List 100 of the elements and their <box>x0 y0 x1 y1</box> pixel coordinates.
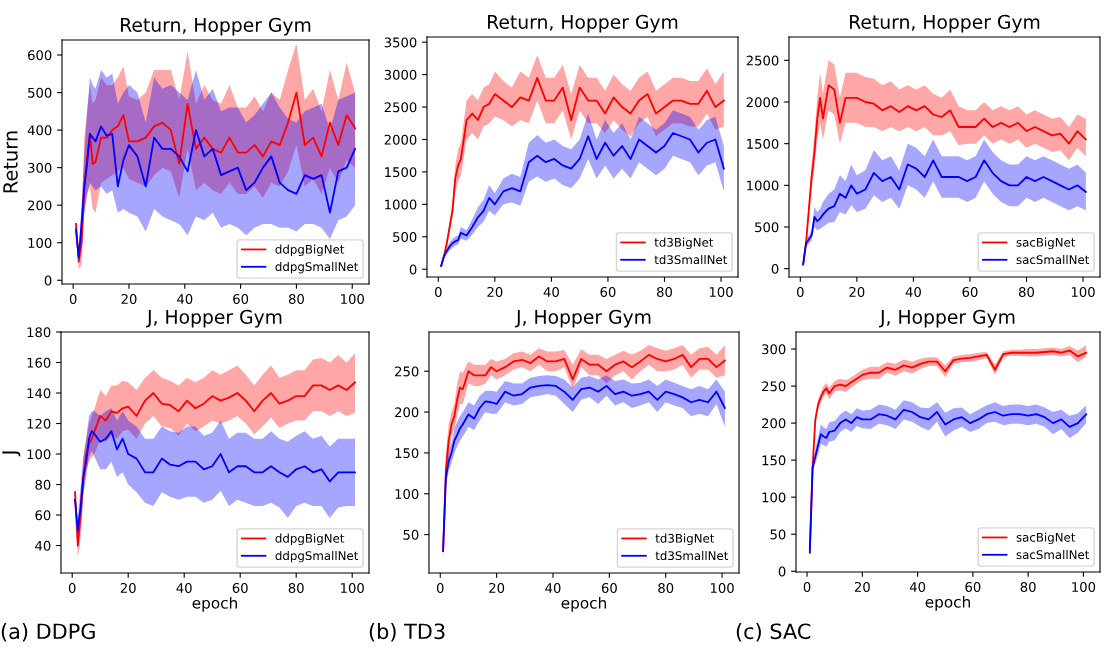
legend-label: td3SmallNet <box>654 254 728 265</box>
x-tick-label: 100 <box>341 293 364 304</box>
x-tick-label: 0 <box>436 582 444 593</box>
y-tick-label: 40 <box>35 540 51 551</box>
legend-label: ddpgBigNet <box>275 244 345 257</box>
legend-label: ddpgSmallNet <box>275 261 359 274</box>
x-tick-label: 100 <box>710 582 734 593</box>
chart-title: Return, Hopper Gym <box>121 17 311 36</box>
line-series <box>75 125 356 259</box>
x-tick-label: 80 <box>1020 581 1036 592</box>
x-tick-label: 60 <box>233 293 249 304</box>
y-tick-label: 2500 <box>746 55 779 66</box>
legend-label: ddpgBigNet <box>275 533 345 546</box>
x-tick-label: 20 <box>121 293 137 304</box>
y-tick-label: 300 <box>28 162 52 173</box>
y-axis-title: J <box>2 451 21 457</box>
x-tick-label: 80 <box>658 582 674 593</box>
y-axis-title: Return <box>3 131 18 193</box>
y-tick-label: 120 <box>27 418 51 429</box>
y-tick-label: 100 <box>27 449 51 460</box>
y-tick-label: 180 <box>27 327 51 338</box>
legend-label: sacSmallNet <box>1016 254 1090 265</box>
y-tick-label: 0 <box>44 275 52 286</box>
chart-title: Return, Hopper Gym <box>850 14 1040 33</box>
y-tick-label: 2500 <box>384 102 417 113</box>
x-tick-label: 20 <box>489 582 505 593</box>
y-tick-label: 1000 <box>385 199 417 210</box>
text: (c) SAC <box>736 623 811 642</box>
y-tick-label: 100 <box>762 492 786 503</box>
x-tick-label: 100 <box>1072 581 1096 592</box>
x-tick-label: 80 <box>1018 286 1035 297</box>
x-tick-label: 60 <box>601 582 617 593</box>
x-tick-label: 40 <box>543 286 559 297</box>
y-tick-label: 1500 <box>747 138 779 149</box>
x-tick-label: 80 <box>288 582 304 593</box>
x-tick-label: 60 <box>600 286 616 297</box>
y-tick-label: 80 <box>35 479 51 490</box>
y-tick-label: 160 <box>27 357 51 368</box>
x-tick-label: 20 <box>487 286 503 297</box>
chart-title: Return, Hopper Gym <box>488 14 678 33</box>
x-axis-title: epoch <box>561 596 606 612</box>
line-series <box>74 430 356 532</box>
y-tick-label: 400 <box>27 125 52 136</box>
y-tick-label: 150 <box>762 455 786 466</box>
x-tick-label: 0 <box>796 286 804 297</box>
y-tick-label: 500 <box>28 87 52 98</box>
x-axis-title: epoch <box>925 595 970 611</box>
x-tick-label: 40 <box>545 582 561 593</box>
y-tick-label: 500 <box>393 232 417 242</box>
y-tick-label: 60 <box>35 510 51 521</box>
y-tick-label: 0 <box>778 566 786 577</box>
x-tick-label: 60 <box>232 582 248 593</box>
line-series <box>802 159 1087 266</box>
legend-label: sacBigNet <box>1016 532 1076 545</box>
y-tick-label: 150 <box>395 448 419 459</box>
y-tick-label: 2000 <box>384 134 417 145</box>
y-tick-label: 50 <box>770 529 786 540</box>
legend-label: td3BigNet <box>654 237 714 250</box>
y-tick-label: 0 <box>409 264 417 275</box>
y-tick-label: 100 <box>28 237 52 248</box>
x-tick-label: 100 <box>1071 286 1095 297</box>
y-tick-label: 500 <box>755 222 779 233</box>
legend-label: td3SmallNet <box>655 550 729 561</box>
x-tick-label: 80 <box>656 286 673 297</box>
y-tick-label: 100 <box>395 488 419 499</box>
legend-label: ddpgSmallNet <box>275 550 359 563</box>
x-tick-label: 40 <box>176 582 192 593</box>
x-axis-title: epoch <box>192 596 237 612</box>
y-tick-label: 250 <box>395 366 419 377</box>
chart-title: J, Hopper Gym <box>879 309 1015 328</box>
chart-title: J, Hopper Gym <box>146 309 282 328</box>
y-tick-label: 3000 <box>384 69 417 80</box>
x-tick-label: 40 <box>909 581 926 592</box>
legend-label: sacBigNet <box>1016 237 1076 250</box>
y-tick-label: 600 <box>28 50 52 61</box>
y-tick-label: 200 <box>395 407 419 418</box>
y-tick-label: 200 <box>762 418 786 429</box>
x-tick-label: 0 <box>803 581 811 592</box>
x-tick-label: 20 <box>120 582 136 593</box>
x-tick-label: 80 <box>288 293 304 304</box>
legend-label: td3BigNet <box>655 533 715 546</box>
chart-title: J, Hopper Gym <box>515 309 651 328</box>
x-tick-label: 100 <box>709 286 733 297</box>
x-tick-label: 100 <box>341 582 364 593</box>
x-tick-label: 60 <box>965 581 981 592</box>
legend-label: sacSmallNet <box>1016 549 1090 560</box>
y-tick-label: 140 <box>27 388 51 399</box>
x-tick-label: 20 <box>849 286 865 297</box>
text: (a) DDPG <box>1 623 95 642</box>
text: (b) TD3 <box>369 623 445 642</box>
x-tick-label: 0 <box>434 286 442 297</box>
y-tick-label: 250 <box>762 381 786 392</box>
y-tick-label: 50 <box>403 529 419 540</box>
y-tick-label: 300 <box>762 344 786 355</box>
y-tick-label: 200 <box>28 200 52 211</box>
x-tick-label: 0 <box>68 582 76 593</box>
y-tick-label: 3500 <box>384 37 417 48</box>
y-tick-label: 0 <box>771 263 779 274</box>
x-tick-label: 40 <box>905 286 921 297</box>
x-tick-label: 40 <box>177 293 193 304</box>
